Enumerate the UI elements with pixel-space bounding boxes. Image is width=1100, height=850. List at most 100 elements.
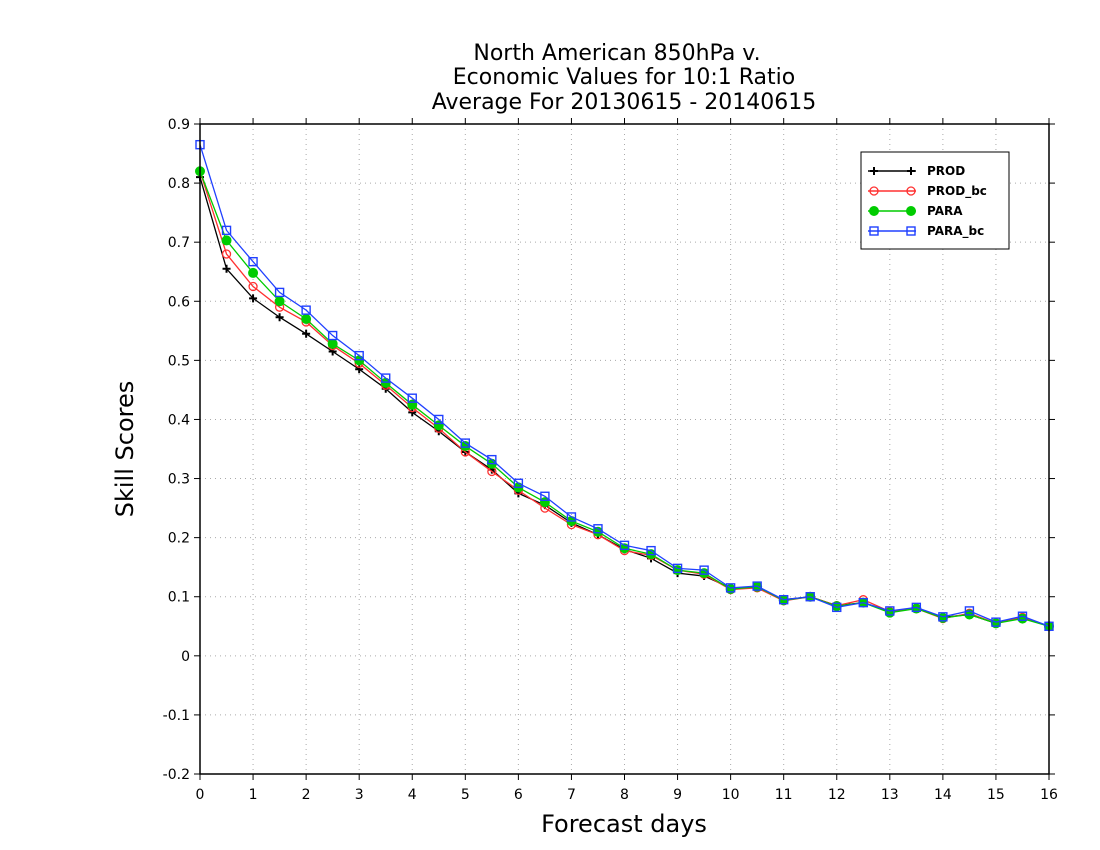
y-tick-label: 0.9 bbox=[168, 117, 190, 133]
data-point bbox=[752, 581, 762, 591]
data-point bbox=[540, 491, 550, 501]
legend-label: PARA bbox=[927, 204, 963, 218]
title-line-2: Economic Values for 10:1 Ratio bbox=[453, 65, 795, 90]
title-line-3: Average For 20130615 - 20140615 bbox=[432, 90, 817, 115]
data-point bbox=[513, 478, 524, 488]
x-tick-label: 13 bbox=[881, 787, 899, 803]
data-point bbox=[460, 438, 471, 448]
grid bbox=[200, 124, 1049, 774]
data-point bbox=[327, 338, 338, 349]
legend-marker bbox=[906, 226, 916, 236]
legend-item-prod-bc: PROD_bc bbox=[868, 184, 987, 199]
data-point bbox=[593, 524, 603, 534]
x-tick-label: 7 bbox=[567, 787, 576, 803]
data-point bbox=[274, 296, 285, 307]
legend-item-para-bc: PARA_bc bbox=[868, 224, 984, 239]
legend-marker bbox=[870, 167, 878, 175]
data-point bbox=[619, 540, 630, 551]
y-tick-label: 0.2 bbox=[168, 531, 190, 547]
data-point bbox=[221, 249, 232, 259]
x-tick-label: 12 bbox=[828, 787, 846, 803]
data-point bbox=[672, 563, 683, 574]
data-point bbox=[275, 313, 284, 322]
data-point bbox=[328, 347, 337, 356]
data-point bbox=[354, 350, 364, 361]
title-line-1: North American 850hPa v. bbox=[473, 41, 760, 66]
y-tick-label: 0.1 bbox=[168, 590, 190, 606]
legend-marker bbox=[906, 186, 916, 196]
data-point bbox=[354, 355, 365, 366]
x-tick-label: 8 bbox=[620, 787, 629, 803]
data-point bbox=[646, 545, 656, 556]
data-point bbox=[805, 592, 815, 602]
data-point bbox=[221, 235, 232, 246]
data-point bbox=[725, 583, 736, 593]
y-tick-label: 0.4 bbox=[168, 412, 190, 428]
y-tick-label: 0.5 bbox=[168, 353, 190, 369]
x-tick-label: 3 bbox=[355, 787, 364, 803]
y-axis-label: Skill Scores bbox=[111, 381, 139, 518]
legend: PROD PROD_bc PARA PARA_bc bbox=[860, 151, 1010, 250]
x-axis-label: Forecast days bbox=[541, 810, 707, 838]
data-point bbox=[302, 329, 311, 338]
legend-marker bbox=[869, 206, 879, 216]
data-point bbox=[355, 365, 364, 374]
x-tick-label: 11 bbox=[775, 787, 793, 803]
data-point bbox=[408, 408, 417, 417]
x-tick-label: 0 bbox=[196, 787, 205, 803]
data-point bbox=[248, 267, 259, 278]
y-tick-label: 0.3 bbox=[168, 472, 190, 488]
y-tick-label: -0.1 bbox=[163, 708, 190, 724]
x-tick-label: 16 bbox=[1040, 787, 1058, 803]
legend-label: PROD bbox=[927, 164, 965, 178]
x-tick-label: 4 bbox=[408, 787, 417, 803]
data-point bbox=[885, 606, 895, 616]
data-point bbox=[222, 264, 231, 273]
legend-label: PARA_bc bbox=[927, 224, 984, 239]
data-point bbox=[407, 393, 417, 403]
data-point bbox=[858, 597, 868, 608]
legend-marker bbox=[906, 206, 916, 216]
data-point bbox=[832, 602, 842, 613]
legend-item-prod: PROD bbox=[868, 164, 965, 178]
data-point bbox=[964, 606, 975, 616]
data-point bbox=[221, 225, 232, 236]
y-tick-label: 0 bbox=[181, 649, 190, 665]
data-point bbox=[1017, 613, 1028, 624]
x-tick-label: 14 bbox=[934, 787, 952, 803]
data-point bbox=[699, 565, 709, 575]
y-tick-label: 0.8 bbox=[168, 176, 190, 192]
legend-item-para: PARA bbox=[868, 204, 963, 218]
data-point bbox=[1017, 611, 1028, 621]
x-tick-label: 5 bbox=[461, 787, 470, 803]
data-point bbox=[381, 373, 391, 383]
chart-title: North American 850hPa v. Economic Values… bbox=[432, 41, 817, 115]
data-point bbox=[301, 305, 311, 315]
y-tick-label: 0.7 bbox=[168, 235, 190, 251]
series-para-bc bbox=[195, 139, 1054, 631]
legend-label: PROD_bc bbox=[927, 184, 987, 199]
data-point bbox=[248, 281, 258, 292]
data-point bbox=[434, 414, 444, 425]
x-tick-label: 10 bbox=[722, 787, 740, 803]
data-point bbox=[911, 602, 922, 613]
data-point bbox=[248, 256, 258, 267]
data-point bbox=[301, 314, 312, 324]
series-line bbox=[199, 144, 1050, 627]
y-tick-label: -0.2 bbox=[163, 767, 190, 783]
axis-ticks: 0 1 2 3 4 5 6 7 8 9 10 11 12 13 14 15 16-0.2-0.100.10.20… bbox=[163, 117, 1058, 803]
data-point bbox=[249, 294, 258, 303]
legend-marker bbox=[869, 226, 879, 236]
legend-marker bbox=[907, 167, 915, 175]
data-point bbox=[991, 617, 1001, 627]
x-tick-label: 9 bbox=[673, 787, 682, 803]
data-point bbox=[487, 454, 497, 465]
data-point bbox=[274, 287, 285, 298]
data-point bbox=[327, 330, 338, 341]
y-tick-label: 0.6 bbox=[168, 294, 190, 310]
data-point bbox=[778, 594, 789, 605]
x-tick-label: 2 bbox=[302, 787, 311, 803]
data-point bbox=[938, 612, 948, 622]
x-tick-label: 6 bbox=[514, 787, 523, 803]
